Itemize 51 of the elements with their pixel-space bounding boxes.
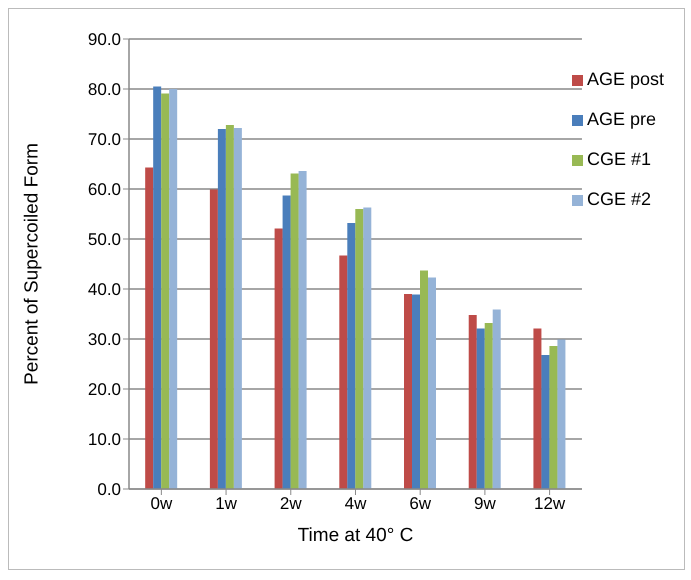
x-tick-label: 4w <box>344 494 368 514</box>
bar <box>161 94 170 489</box>
bar <box>404 294 412 489</box>
legend-label: CGE #1 <box>586 149 651 169</box>
bar <box>533 328 542 489</box>
bar <box>234 128 242 489</box>
bar <box>169 89 178 489</box>
bar <box>549 346 558 489</box>
bar <box>218 129 226 489</box>
bar <box>339 256 348 489</box>
bar <box>557 340 566 489</box>
bar <box>541 355 550 489</box>
bar <box>492 310 501 489</box>
bar <box>210 190 218 489</box>
y-tick-label: 60.0 <box>88 180 121 200</box>
bar <box>298 171 307 489</box>
x-tick-label: 0w <box>150 494 173 514</box>
y-axis-title: Percent of Supercoiled Form <box>22 143 43 385</box>
y-tick-label: 30.0 <box>88 330 121 350</box>
bar <box>468 315 477 489</box>
bar <box>226 125 234 489</box>
bar <box>290 174 299 489</box>
y-tick-label: 40.0 <box>88 280 121 300</box>
legend-label: AGE pre <box>586 109 656 129</box>
legend-label: AGE post <box>586 69 664 89</box>
y-tick-label: 80.0 <box>88 80 121 100</box>
y-tick-label: 50.0 <box>88 230 121 250</box>
x-tick-label: 2w <box>280 494 302 514</box>
bar <box>282 196 291 489</box>
bar <box>153 86 162 489</box>
y-tick-label: 20.0 <box>88 380 121 400</box>
bar <box>355 209 364 489</box>
bar <box>428 278 436 489</box>
bar <box>145 168 154 489</box>
y-tick-label: 70.0 <box>88 130 121 150</box>
bar <box>484 323 493 489</box>
legend-label: CGE #2 <box>586 189 651 209</box>
bar <box>274 228 283 489</box>
bar <box>363 208 372 489</box>
x-tick-label: 9w <box>474 494 496 514</box>
bar <box>476 328 485 489</box>
x-tick-label: 1w <box>215 494 238 514</box>
y-tick-label: 90.0 <box>88 30 121 50</box>
y-tick-label: 0.0 <box>97 480 121 500</box>
bar <box>347 223 356 489</box>
bar <box>412 294 420 489</box>
bar <box>420 270 428 489</box>
x-tick-label: 12w <box>534 494 566 514</box>
x-axis-title: Time at 40° C <box>298 525 414 546</box>
x-tick-label: 6w <box>409 494 432 514</box>
y-tick-label: 10.0 <box>88 430 121 450</box>
